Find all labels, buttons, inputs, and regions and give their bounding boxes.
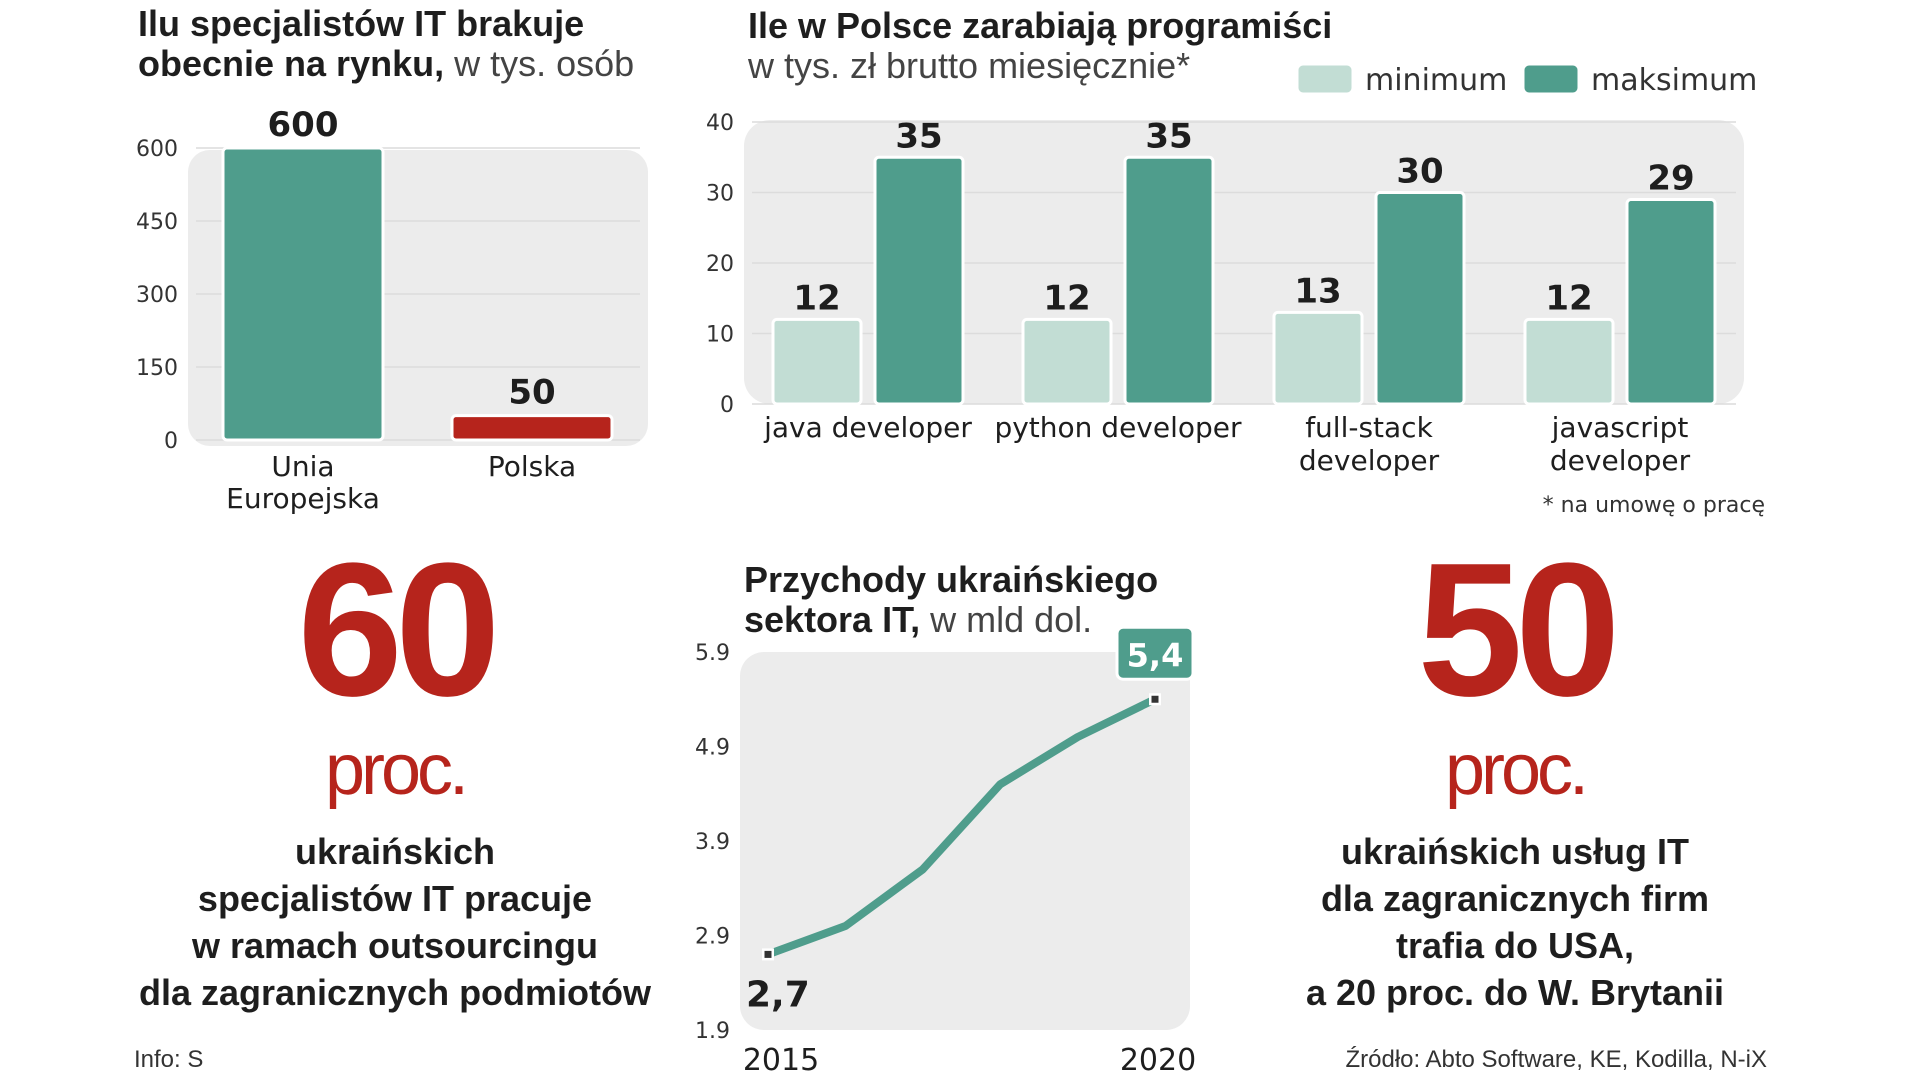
chart2-value-label: 13 [1294, 271, 1341, 311]
chart3-title: Przychody ukraińskiego sektora IT, w mld… [744, 559, 1159, 640]
chart1-y-tick-label: 600 [136, 137, 178, 162]
stat-right-unit: proc. [1444, 730, 1589, 810]
chart2-bar-minimum [1523, 317, 1615, 406]
chart2-legend-label-minimum: minimum [1365, 63, 1507, 98]
chart2-legend-swatch-maksimum [1521, 62, 1581, 96]
chart1-category-label: Unia [271, 450, 334, 483]
chart2-title: Ile w Polsce zarabiają programiści w tys… [748, 5, 1333, 86]
stat-right-line: a 20 proc. do W. Brytanii [1305, 972, 1725, 1013]
chart1-subtitle: w tys. osób [454, 43, 635, 84]
chart3-panel [740, 652, 1190, 1030]
stat-left-unit: proc. [324, 730, 469, 810]
chart3-end-label-box [1115, 625, 1195, 681]
chart3-x-tick-label: 2020 [1120, 1043, 1196, 1078]
chart2-category-label: javascript [1551, 411, 1689, 444]
chart1-value-label: 50 [508, 373, 555, 413]
stat-left-line: specjalistów IT pracuje [197, 878, 593, 919]
chart2-value-label: 12 [1545, 278, 1592, 318]
chart2-bar-minimum [771, 317, 863, 406]
chart2-category-label: full-stack [1305, 411, 1433, 444]
chart3-start-label: 2,7 [746, 974, 810, 1015]
stat-left-number: 60 [297, 524, 500, 736]
stat-left-description: ukraińskich specjalistów IT pracuje w ra… [100, 828, 690, 1016]
chart3-point-core [1151, 695, 1159, 703]
stat-right-line: trafia do USA, [1395, 925, 1635, 966]
stat-left-line: dla zagranicznych podmiotów [138, 972, 652, 1013]
stat-right-line: ukraińskich usług IT [1340, 831, 1690, 872]
chart3-point-core [764, 950, 772, 958]
chart2-y-tick-label: 10 [706, 323, 734, 348]
chart3-end-label: 5,4 [1127, 636, 1184, 674]
stat-right-number: 50 [1417, 524, 1620, 736]
chart3-y-tick-label: 5.9 [695, 641, 730, 666]
chart2-subtitle: w tys. zł brutto miesięcznie* [748, 45, 1191, 86]
chart2-category-label: developer [1550, 444, 1691, 477]
chart2-bar-maksimum [873, 155, 965, 406]
chart3-series-line [764, 695, 1159, 959]
footer-source: Źródło: Abto Software, KE, Kodilla, N-iX [1345, 1046, 1767, 1073]
stat-right-description: ukraińskich usług IT dla zagranicznych f… [1220, 828, 1810, 1016]
chart2-value-label: 35 [1145, 116, 1192, 156]
chart2-category-label: python developer [994, 411, 1242, 444]
chart1-y-tick-label: 150 [136, 356, 178, 381]
chart2-value-label: 29 [1647, 159, 1694, 199]
chart1-category-label: Polska [488, 450, 576, 483]
chart1-bar [450, 414, 614, 442]
chart2-y-tick-label: 40 [706, 111, 734, 136]
chart1-title: Ilu specjalistów IT brakuje obecnie na r… [138, 3, 635, 84]
chart2-value-label: 12 [793, 278, 840, 318]
chart2-footnote: * na umowę o pracę [1543, 493, 1765, 518]
chart2-legend-swatch-minimum [1295, 62, 1355, 96]
stat-left-line: w ramach outsourcingu [191, 925, 599, 966]
chart2-value-label: 35 [895, 116, 942, 156]
chart2-bar-minimum [1021, 317, 1113, 406]
chart2-y-tick-label: 20 [706, 252, 734, 277]
chart2-legend-label-maksimum: maksimum [1591, 63, 1757, 98]
footer-info: Info: S [134, 1046, 204, 1073]
chart1-y-tick-label: 450 [136, 210, 178, 235]
chart2-bar-maksimum [1625, 198, 1717, 406]
chart3-y-tick-label: 4.9 [695, 736, 730, 761]
chart2-category-label: java developer [763, 411, 972, 444]
stat-left-line: ukraińskich [294, 831, 496, 872]
chart3-y-tick-label: 2.9 [695, 925, 730, 950]
chart2-y-tick-label: 0 [720, 393, 734, 418]
chart2-category-label: developer [1299, 444, 1440, 477]
stat-right-line: dla zagranicznych firm [1320, 878, 1710, 919]
chart1-y-tick-label: 300 [136, 283, 178, 308]
chart1-category-label: Europejska [226, 482, 380, 515]
chart2-y-tick-label: 30 [706, 182, 734, 207]
chart2-value-label: 30 [1396, 152, 1443, 192]
chart3-y-tick-label: 1.9 [695, 1019, 730, 1044]
chart2-bar-maksimum [1374, 191, 1466, 406]
chart1-value-label: 600 [268, 105, 339, 145]
chart1-y-tick-label: 0 [164, 429, 178, 454]
chart2-value-label: 12 [1043, 278, 1090, 318]
chart2-bar-minimum [1272, 310, 1364, 406]
chart3-x-tick-label: 2015 [743, 1043, 819, 1078]
chart2-bar-maksimum [1123, 155, 1215, 406]
chart3-subtitle: w mld dol. [930, 599, 1093, 640]
chart1-bar [221, 146, 385, 442]
chart3-y-tick-label: 3.9 [695, 830, 730, 855]
